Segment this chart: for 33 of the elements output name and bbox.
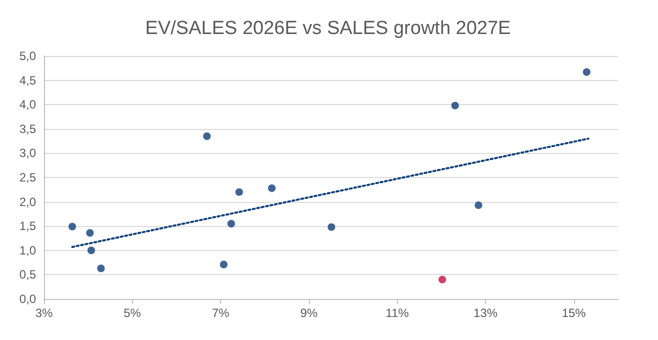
point	[582, 68, 591, 76]
point	[219, 260, 228, 269]
x-tick-label: 11%	[386, 306, 410, 320]
x-tick-label: 9%	[300, 306, 318, 320]
point	[234, 188, 244, 196]
point	[68, 222, 77, 231]
point	[86, 228, 94, 238]
y-tick-label: 0,5	[19, 268, 36, 282]
x-tick-label: 5%	[124, 306, 142, 320]
point	[268, 184, 276, 192]
y-tick-label: 2,0	[19, 194, 36, 209]
y-tick-label: 3,5	[19, 122, 36, 136]
y-tick-label: 1,0	[19, 243, 36, 258]
chart-title: EV/SALES 2026E vs SALES growth 2027E	[145, 18, 511, 39]
point	[450, 101, 460, 110]
y-tick-label: 0,0	[19, 292, 36, 306]
point	[438, 275, 447, 284]
x-tick-label: 3%	[35, 306, 53, 320]
y-tick-label: 1,5	[19, 219, 36, 234]
y-tick-label: 4,5	[19, 73, 36, 88]
x-tick-label: 15%	[562, 306, 586, 320]
point	[202, 132, 212, 140]
point	[327, 222, 336, 232]
y-tick-label: 2,5	[19, 170, 36, 184]
point	[96, 264, 106, 273]
point	[226, 219, 236, 228]
point	[87, 246, 96, 255]
point	[474, 200, 483, 210]
x-tick-label: 7%	[212, 306, 230, 320]
y-tick-label: 5,0	[19, 49, 36, 63]
y-tick-label: 4,0	[19, 98, 36, 112]
x-tick-label: 13%	[474, 306, 498, 320]
y-tick-label: 3,0	[19, 146, 36, 160]
